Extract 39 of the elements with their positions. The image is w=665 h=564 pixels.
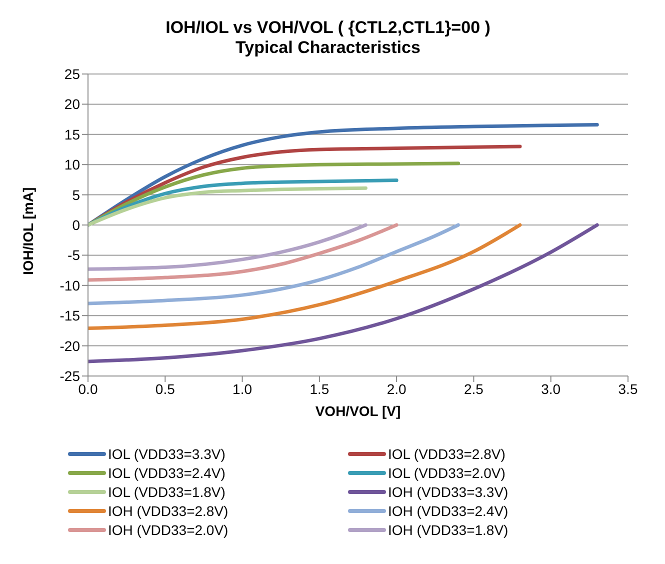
legend-label: IOH (VDD33=2.8V) [108,503,228,519]
x-tick-label: 1.0 [232,380,252,397]
x-tick-label: 1.5 [310,380,330,397]
line-series [88,223,599,364]
y-tick-label: -5 [68,247,80,264]
chart-title: IOH/IOL vs VOH/VOL ( {CTL2,CTL1}=00 ) [164,18,492,38]
y-tick-label: -10 [60,277,80,294]
x-tick-label: 3.0 [541,380,561,397]
legend-label: IOL (VDD33=3.3V) [108,446,226,462]
legend-label: IOH (VDD33=2.0V) [108,522,228,538]
y-tick-label: 25 [64,66,80,82]
y-tick-label: -25 [60,368,80,384]
line-series [88,186,368,227]
legend-label: IOH (VDD33=3.3V) [388,484,508,500]
y-tick-label: 10 [64,156,80,173]
y-tick-label: 15 [64,126,80,142]
legend-label: IOH (VDD33=1.8V) [388,522,508,538]
legend-label: IOL (VDD33=2.4V) [108,465,226,481]
legend-label: IOL (VDD33=1.8V) [108,484,226,500]
y-tick-label: -20 [60,338,80,354]
y-tick-label: 5 [72,186,80,203]
x-tick-label: 2.0 [386,380,407,397]
chart-subtitle: Typical Characteristics [234,38,422,58]
line-series [88,223,522,330]
legend-label: IOH (VDD33=2.4V) [388,503,508,519]
y-tick-label: 20 [64,96,80,112]
legend-label: IOL (VDD33=2.8V) [388,446,506,462]
x-tick-label: 2.5 [464,380,484,397]
legend-label: IOL (VDD33=2.0V) [388,465,506,481]
line-series [88,223,460,306]
line-series [88,223,398,282]
y-axis-title: IOH/IOL [mA] [20,187,36,275]
line-series [88,223,368,271]
x-tick-label: 0.5 [155,380,176,397]
y-tick-label: -15 [60,308,80,324]
y-tick-label: 0 [72,216,80,233]
x-tick-label: 3.5 [618,380,638,397]
x-tick-label: 0.0 [78,380,98,397]
x-axis-title: VOH/VOL [V] [315,403,401,419]
